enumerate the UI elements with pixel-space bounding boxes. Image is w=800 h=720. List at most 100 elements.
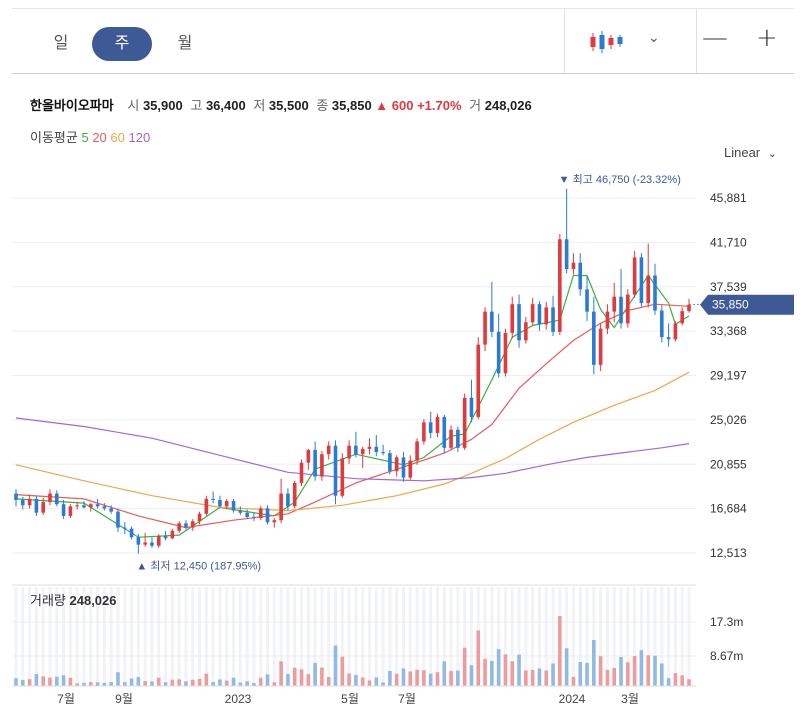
volume-bar bbox=[592, 640, 596, 686]
volume-bar bbox=[95, 682, 100, 686]
y-tick-label: 16,684 bbox=[710, 502, 747, 516]
zoom-out-button[interactable]: — bbox=[702, 23, 728, 53]
close-label: 종 bbox=[316, 98, 329, 113]
volume-bar bbox=[551, 663, 555, 686]
close-value: 35,850 bbox=[331, 98, 372, 113]
candle-body bbox=[34, 498, 39, 513]
volume-bar bbox=[129, 678, 134, 686]
volume-bar bbox=[102, 682, 107, 686]
low-label: 저 bbox=[253, 98, 266, 113]
volume-bar bbox=[639, 650, 644, 686]
x-tick-label: 3월 bbox=[621, 692, 639, 706]
toolbar-divider bbox=[564, 9, 565, 73]
volume-bar bbox=[354, 674, 358, 686]
min-price-annotation: ▲ 최저 12,450 (187.95%) bbox=[136, 560, 261, 573]
volume-bar bbox=[116, 672, 120, 686]
candle-body bbox=[129, 528, 134, 538]
candle-body bbox=[109, 508, 113, 512]
volume-bar bbox=[299, 669, 304, 686]
volume-bar bbox=[564, 648, 569, 686]
volume-bar bbox=[231, 677, 236, 686]
volume-panel-label: 거래량 248,026 bbox=[30, 593, 117, 608]
volume-bar bbox=[313, 662, 317, 686]
candle-body bbox=[381, 452, 385, 454]
candle-body bbox=[592, 311, 596, 365]
tab-monthly[interactable]: 월 bbox=[177, 35, 193, 52]
candle-body bbox=[469, 397, 474, 417]
candle-body bbox=[54, 493, 59, 505]
candle-body bbox=[252, 516, 256, 519]
candle-body bbox=[530, 304, 535, 323]
volume-bar bbox=[190, 679, 195, 686]
volume-bar bbox=[150, 681, 154, 686]
candle-body bbox=[605, 311, 610, 329]
volume-bar bbox=[496, 649, 501, 686]
candle-body bbox=[163, 536, 168, 539]
candle-body bbox=[61, 504, 66, 516]
volume-bar bbox=[524, 670, 528, 686]
candle-body bbox=[197, 513, 202, 522]
volume-bar bbox=[218, 679, 222, 686]
quote-summary: 한올바이오파마 시 35,900 고 36,400 저 35,500 종 35,… bbox=[30, 95, 532, 114]
candle-body bbox=[116, 511, 120, 528]
candle-body bbox=[476, 344, 481, 417]
x-tick-label: 2023 bbox=[225, 692, 252, 706]
candle-body bbox=[347, 445, 351, 459]
volume-tick-label: 17.3m bbox=[710, 615, 743, 629]
volume-bar bbox=[510, 661, 515, 686]
candle-body bbox=[503, 332, 508, 374]
candle-body bbox=[442, 416, 447, 448]
volume-bar bbox=[585, 662, 589, 686]
candle-body bbox=[272, 520, 277, 523]
volume-bar bbox=[265, 674, 270, 686]
volume-bar bbox=[612, 667, 617, 686]
volume-bar bbox=[14, 678, 18, 686]
volume-bar bbox=[490, 661, 494, 686]
candle-body bbox=[211, 498, 215, 500]
candle-body bbox=[428, 422, 433, 433]
volume-bar bbox=[435, 672, 440, 686]
volume-bar bbox=[469, 665, 474, 686]
tab-weekly[interactable]: 주 bbox=[92, 27, 152, 61]
candle-body bbox=[571, 262, 576, 270]
volume-bar bbox=[292, 667, 297, 686]
volume-bar bbox=[680, 675, 685, 686]
moving-average-legend[interactable]: 이동평균 5 20 60 120 bbox=[30, 127, 150, 146]
chevron-down-icon[interactable]: ⌄ bbox=[648, 29, 660, 45]
candle-body bbox=[388, 453, 392, 472]
volume-bar bbox=[605, 669, 610, 686]
candle-body bbox=[333, 445, 338, 496]
volume-panel-value: 248,026 bbox=[70, 593, 117, 608]
candle-body bbox=[578, 262, 583, 290]
volume-bar bbox=[41, 676, 45, 686]
candle-body bbox=[41, 502, 45, 513]
volume-bar bbox=[306, 674, 311, 686]
candle-body bbox=[279, 493, 283, 521]
candle-body bbox=[680, 311, 685, 324]
candle-body bbox=[68, 506, 73, 516]
candle-body bbox=[496, 331, 501, 374]
max-price-annotation: ▼ 최고 46,750 (-23.32%) bbox=[559, 173, 681, 186]
y-tick-label: 25,026 bbox=[710, 413, 747, 427]
volume-bar bbox=[347, 673, 351, 686]
volume-bar bbox=[388, 670, 392, 686]
volume-bar bbox=[367, 680, 372, 686]
candle-body bbox=[394, 457, 399, 472]
volume-bar bbox=[279, 661, 283, 686]
volume-bar bbox=[177, 679, 181, 686]
zoom-in-button[interactable]: + bbox=[756, 23, 778, 53]
scale-select[interactable]: Linear ⌄ bbox=[724, 145, 777, 160]
candle-body bbox=[401, 457, 406, 478]
candle-body bbox=[483, 311, 487, 345]
volume-bar bbox=[163, 682, 168, 686]
scale-label: Linear bbox=[724, 145, 761, 160]
candle-body bbox=[184, 523, 188, 528]
chart-type-button[interactable] bbox=[587, 27, 627, 57]
candle-body bbox=[231, 501, 236, 511]
candle-body bbox=[517, 304, 521, 341]
candle-body bbox=[299, 462, 304, 483]
ma-60-line bbox=[15, 371, 690, 512]
volume-bar bbox=[476, 630, 481, 686]
tab-daily[interactable]: 일 bbox=[53, 35, 69, 52]
